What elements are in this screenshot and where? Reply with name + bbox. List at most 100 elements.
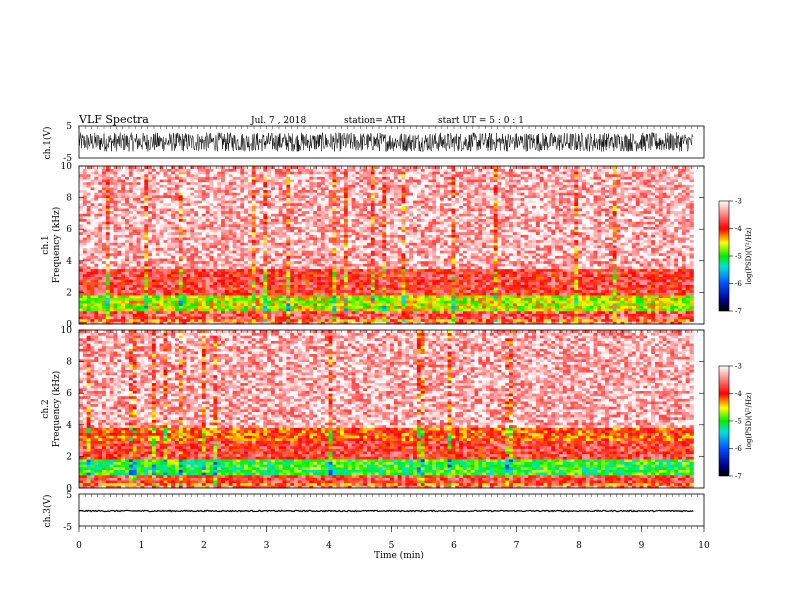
spectrogram-cell	[79, 250, 83, 253]
spectrogram-cell	[83, 211, 87, 214]
spectrogram-cell	[79, 263, 83, 266]
spectrogram-cell	[298, 242, 302, 245]
spectrogram-cell	[236, 234, 240, 237]
spectrogram-cell	[244, 234, 248, 237]
spectrogram-cell	[198, 287, 202, 290]
spectrogram-cell	[256, 292, 260, 295]
spectrogram-cell	[225, 253, 229, 256]
spectrogram-cell	[210, 190, 214, 193]
spectrogram-cell	[325, 221, 329, 224]
spectrogram-cell	[309, 177, 313, 180]
spectrogram-cell	[114, 292, 118, 295]
spectrogram-cell	[144, 174, 148, 177]
date-label: Jul. 7 , 2018	[250, 116, 306, 126]
spectrogram-cell	[298, 177, 302, 180]
spectrogram-cell	[267, 295, 271, 298]
spectrogram-cell	[306, 200, 310, 203]
spectrogram-cell	[240, 192, 244, 195]
spectrogram-cell	[187, 313, 191, 316]
spectrogram-cell	[306, 303, 310, 306]
spectrogram-cell	[332, 271, 336, 274]
spectrogram-cell	[133, 224, 137, 227]
spectrogram-cell	[271, 242, 275, 245]
spectrogram-cell	[236, 269, 240, 272]
spectrogram-cell	[144, 184, 148, 187]
spectrogram-cell	[352, 166, 356, 169]
spectrogram-cell	[114, 316, 118, 319]
spectrogram-cell	[355, 306, 359, 309]
spectrogram-cell	[114, 184, 118, 187]
spectrogram-cell	[98, 221, 102, 224]
spectrogram-cell	[279, 179, 283, 182]
spectrogram-cell	[298, 292, 302, 295]
spectrogram-cell	[171, 195, 175, 198]
spectrogram-cell	[144, 203, 148, 206]
spectrogram-cell	[321, 229, 325, 232]
spectrogram-cell	[137, 211, 141, 214]
spectrogram-cell	[129, 195, 133, 198]
spectrogram-cell	[114, 245, 118, 248]
spectrogram-cell	[125, 221, 129, 224]
spectrogram-cell	[148, 229, 152, 232]
spectrogram-cell	[252, 190, 256, 193]
spectrogram-cell	[363, 213, 367, 216]
spectrogram-cell	[79, 306, 83, 309]
spectrogram-cell	[294, 184, 298, 187]
spectrogram-cell	[332, 282, 336, 285]
spectrogram-cell	[121, 200, 125, 203]
spectrogram-cell	[283, 298, 287, 301]
spectrogram-cell	[167, 261, 171, 264]
spectrogram-cell	[352, 200, 356, 203]
spectrogram-cell	[386, 227, 390, 230]
spectrogram-cell	[352, 263, 356, 266]
spectrogram-cell	[259, 285, 263, 288]
spectrogram-cell	[267, 248, 271, 251]
spectrogram-cell	[348, 200, 352, 203]
spectrogram-cell	[156, 287, 160, 290]
spectrogram-cell	[194, 261, 198, 264]
spectrogram-cell	[144, 182, 148, 185]
spectrogram-cell	[156, 203, 160, 206]
spectrogram-cell	[213, 213, 217, 216]
spectrogram-cell	[202, 313, 206, 316]
spectrogram-cell	[240, 319, 244, 322]
spectrogram-cell	[221, 213, 225, 216]
spectrogram-cell	[329, 234, 333, 237]
spectrogram-cell	[344, 263, 348, 266]
spectrogram-cell	[259, 292, 263, 295]
spectrogram-cell	[382, 166, 386, 169]
spectrogram-cell	[213, 198, 217, 201]
spectrogram-cell	[375, 203, 379, 206]
spectrogram-cell	[175, 192, 179, 195]
spectrogram-cell	[275, 298, 279, 301]
spectrogram-cell	[94, 311, 98, 314]
spectrogram-cell	[363, 195, 367, 198]
spectrogram-cell	[263, 190, 267, 193]
spectrogram-cell	[306, 290, 310, 293]
spectrogram-cell	[121, 285, 125, 288]
spectrogram-cell	[367, 211, 371, 214]
spectrogram-cell	[259, 216, 263, 219]
spectrogram-cell	[390, 182, 394, 185]
spectrogram-cell	[329, 269, 333, 272]
spectrogram-cell	[163, 221, 167, 224]
spectrogram-cell	[183, 308, 187, 311]
spectrogram-cell	[125, 237, 129, 240]
spectrogram-cell	[202, 234, 206, 237]
spectrogram-cell	[152, 190, 156, 193]
spectrogram-cell	[79, 316, 83, 319]
spectrogram-cell	[206, 274, 210, 277]
spectrogram-cell	[275, 316, 279, 319]
spectrogram-cell	[175, 224, 179, 227]
spectrogram-cell	[294, 306, 298, 309]
spectrogram-cell	[133, 232, 137, 235]
spectrogram-cell	[271, 190, 275, 193]
spectrogram-cell	[221, 245, 225, 248]
spectrogram-cell	[317, 248, 321, 251]
spectrogram-cell	[114, 221, 118, 224]
spectrogram-cell	[283, 182, 287, 185]
spectrogram-cell	[175, 169, 179, 172]
spectrogram-cell	[106, 250, 110, 253]
spectrogram-cell	[87, 232, 91, 235]
spectrogram-cell	[79, 300, 83, 303]
